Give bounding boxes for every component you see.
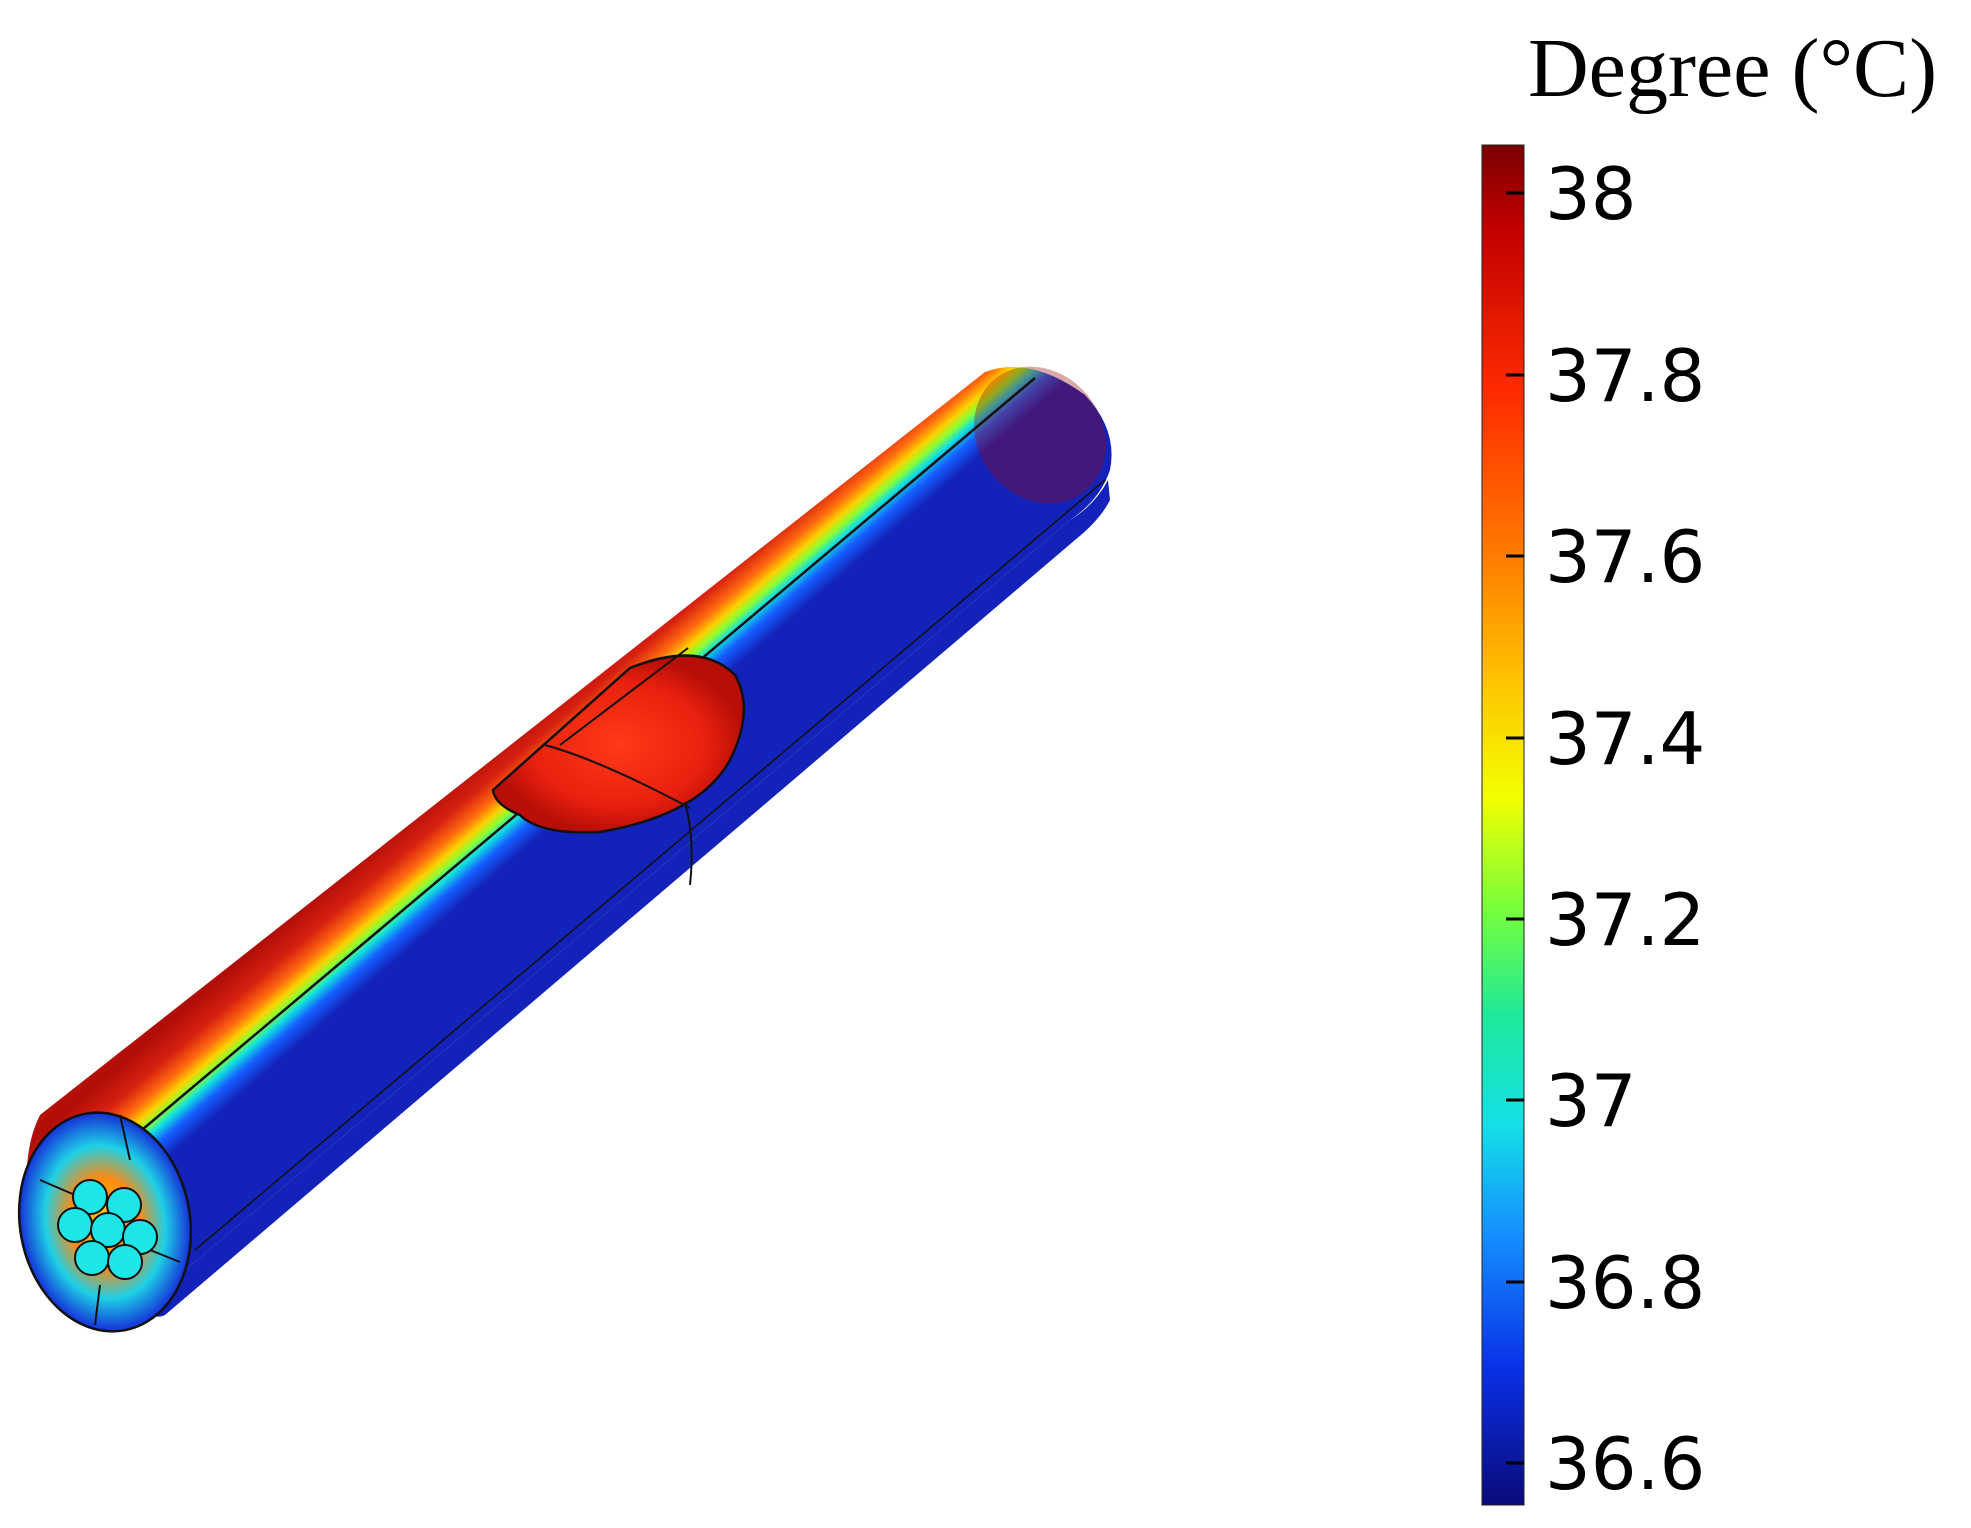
cylinder-body: [26, 366, 1112, 1318]
seam-line-lower: [194, 479, 1106, 1251]
near-end-cap: [17, 1111, 193, 1333]
colorbar-tick-label: 36.8: [1545, 1241, 1706, 1325]
colorbar-tick-label: 37.6: [1545, 515, 1706, 599]
colorbar-tick-label: 37: [1545, 1059, 1637, 1143]
colorbar-tick-label: 36.6: [1545, 1422, 1706, 1506]
cylinder-bottom-band: [150, 480, 1110, 1317]
colorbar-tick-label: 38: [1545, 152, 1637, 236]
colorbar-ticks: [1506, 191, 1524, 1465]
colorbar-tick-label: 37.2: [1545, 878, 1706, 962]
colorbar-gradient: [1481, 144, 1525, 1506]
hot-spot-region: [491, 647, 746, 886]
fiber-bundle: [57, 1179, 158, 1280]
colorbar-tick-label: 37.8: [1545, 334, 1706, 418]
cylinder-model: [17, 366, 1112, 1333]
colorbar-tick-label: 37.4: [1545, 697, 1706, 781]
colorbar-title: Degree (°C): [1528, 22, 1938, 115]
colorbar: [1481, 144, 1525, 1506]
